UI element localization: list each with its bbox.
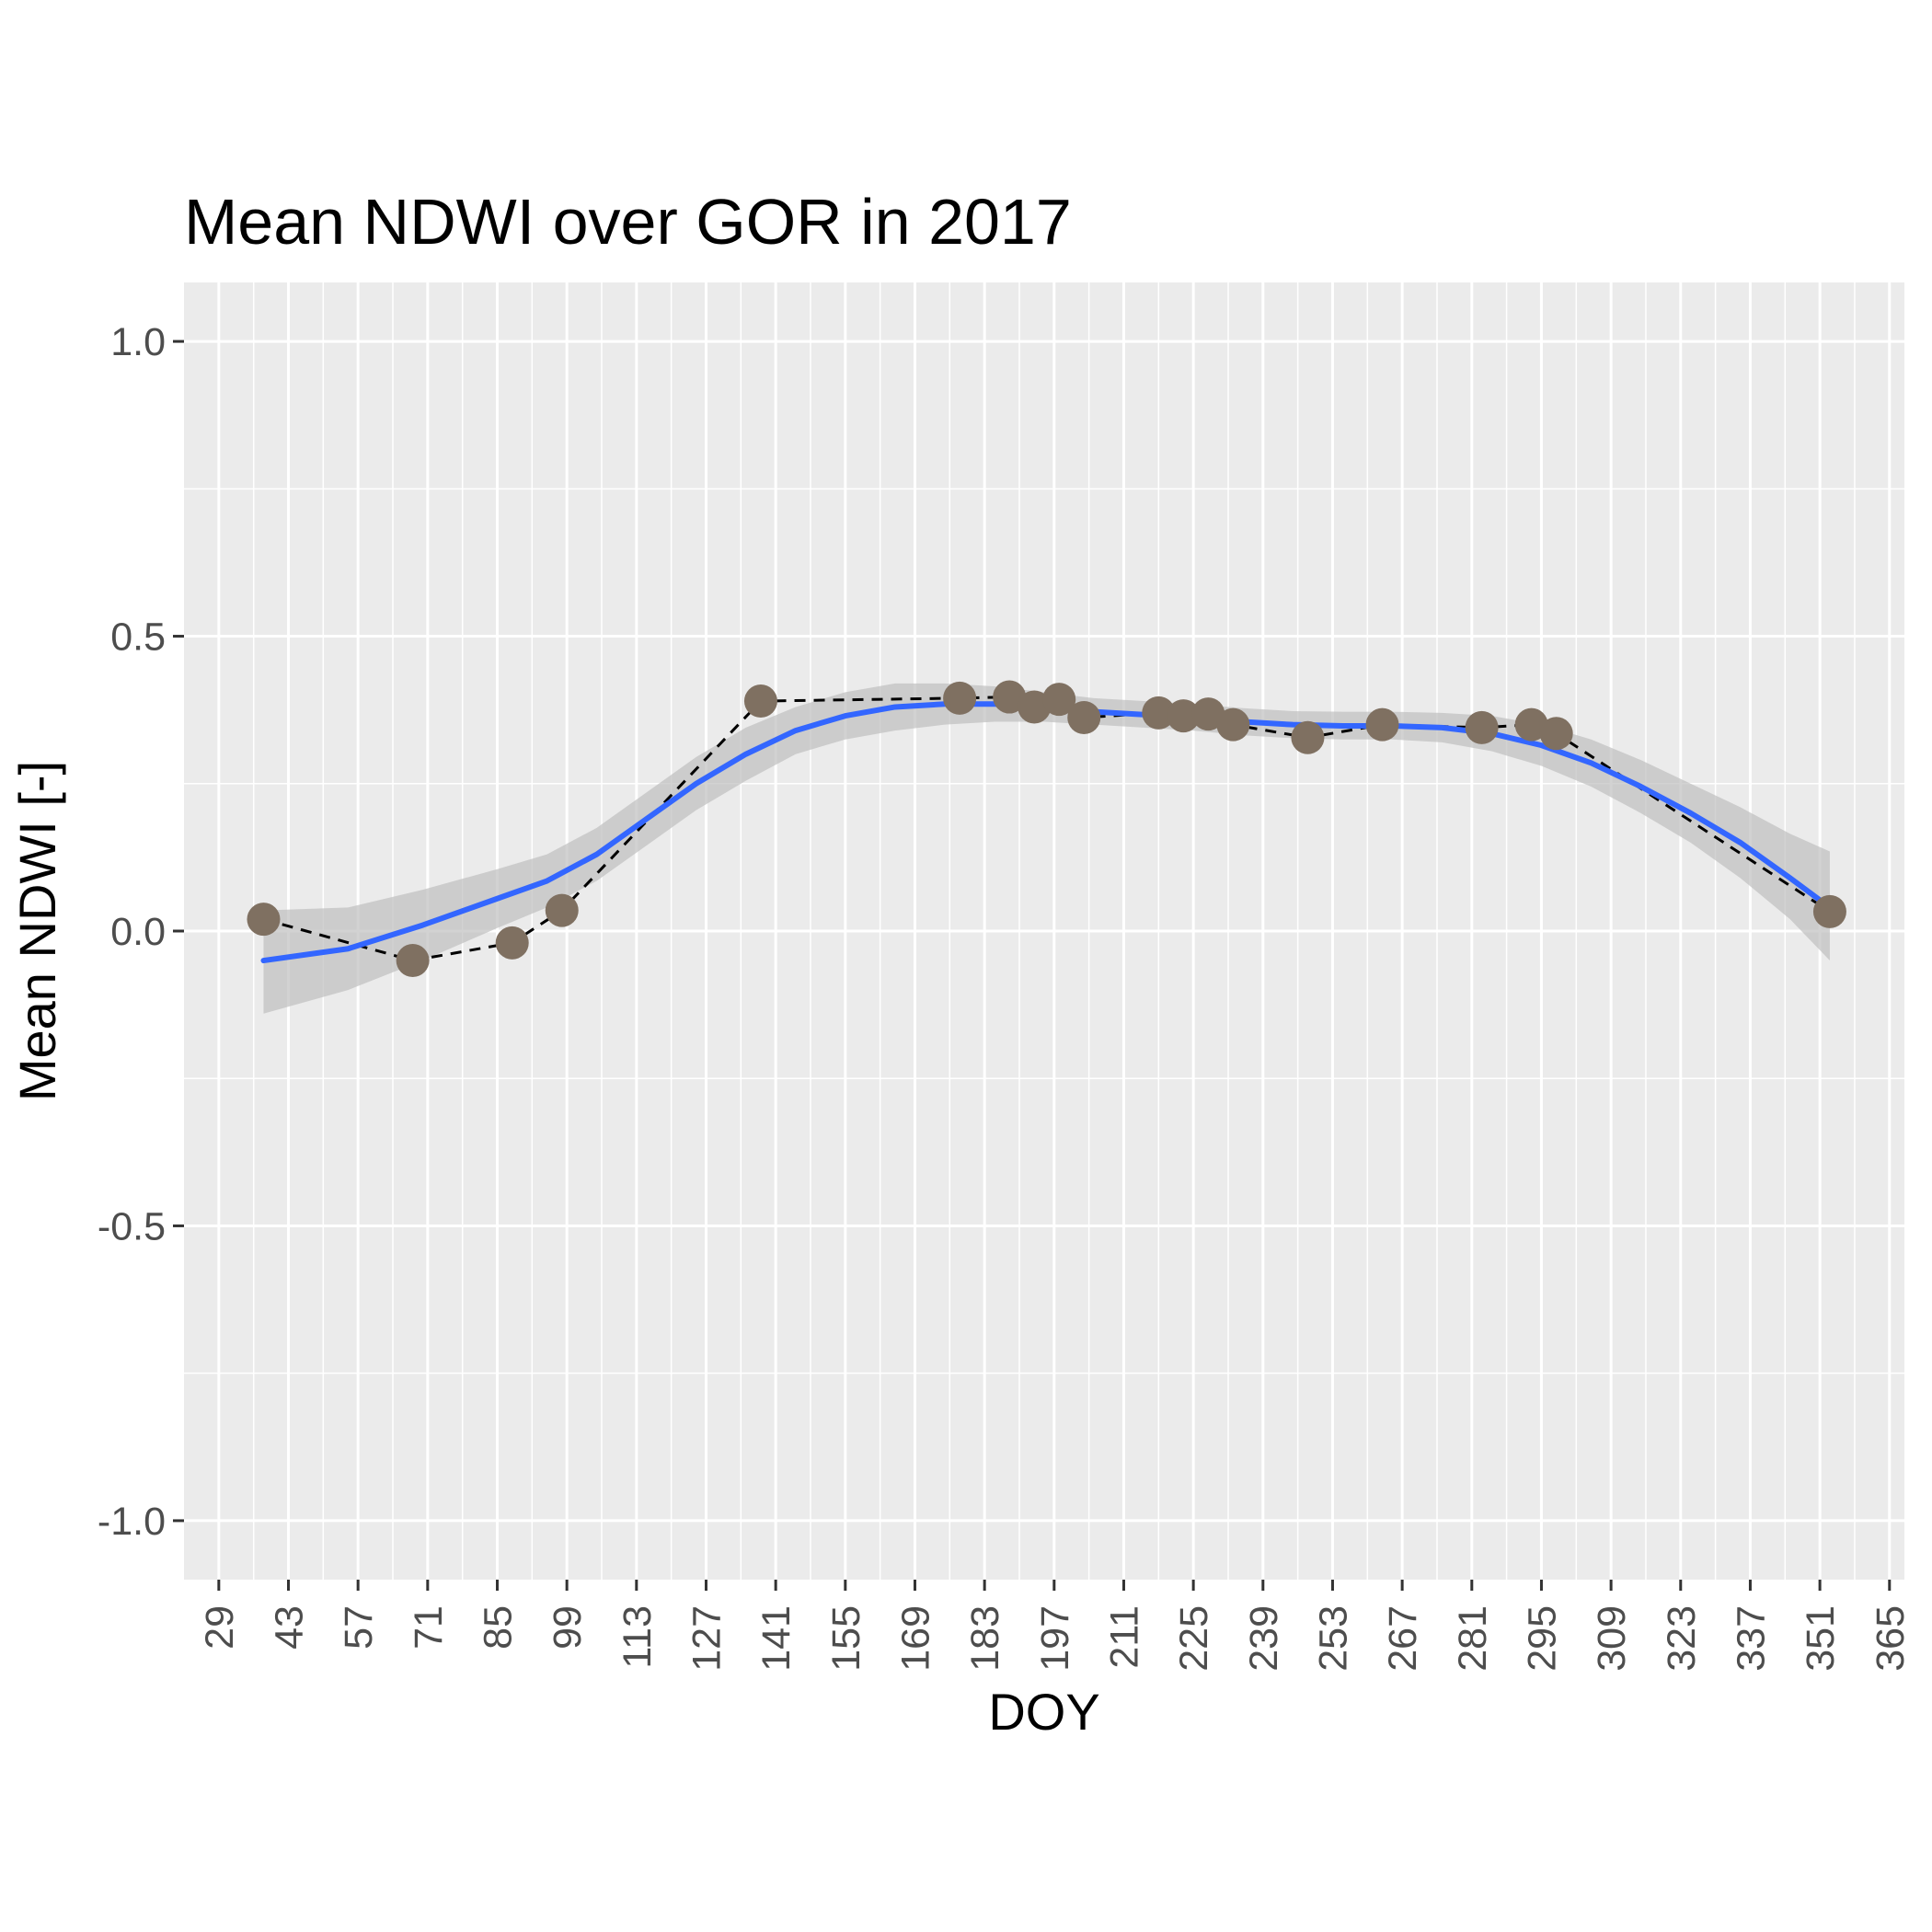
y-tick-label: -0.5 (98, 1204, 166, 1248)
data-point (1018, 690, 1052, 724)
x-tick-label: 43 (267, 1605, 311, 1650)
x-tick-label: 253 (1311, 1605, 1355, 1672)
data-point (1291, 720, 1325, 754)
x-tick-label: 197 (1033, 1605, 1077, 1672)
data-point (1365, 707, 1399, 742)
data-point (1067, 700, 1101, 734)
x-tick-label: 239 (1242, 1605, 1286, 1672)
x-tick-label: 169 (893, 1605, 937, 1672)
data-point (1514, 707, 1548, 742)
data-point (1142, 696, 1176, 730)
major-gridlines (184, 282, 1904, 1580)
x-tick-label: 351 (1799, 1605, 1843, 1672)
x-tick-label: 85 (476, 1605, 520, 1650)
confidence-ribbon (263, 683, 1830, 1014)
x-tick-label: 323 (1660, 1605, 1704, 1672)
chart-title: Mean NDWI over GOR in 2017 (184, 186, 1072, 258)
data-point (247, 903, 281, 937)
data-point (1167, 699, 1201, 733)
confidence-ribbon-area (263, 683, 1830, 1014)
x-tick-label: 99 (546, 1605, 590, 1650)
x-tick-label: 337 (1729, 1605, 1773, 1672)
x-tick-label: 57 (337, 1605, 381, 1650)
data-point (495, 926, 529, 960)
data-point (1812, 894, 1846, 928)
y-tick-label: 0.5 (110, 615, 166, 660)
x-tick-label: 309 (1590, 1605, 1634, 1672)
data-point (993, 680, 1027, 714)
data-point (1042, 683, 1076, 717)
x-axis: 29 43 57 71 85 99 113 127 141 155 169 183 197 211 225 2… (198, 1580, 1913, 1672)
y-axis-title: Mean NDWI [-] (8, 761, 66, 1101)
data-point (943, 681, 977, 715)
x-tick-label: 211 (1102, 1605, 1146, 1669)
y-tick-label: 1.0 (110, 320, 166, 364)
y-tick-label: 0.0 (110, 910, 166, 954)
x-tick-label: 127 (684, 1605, 729, 1672)
data-point (1216, 707, 1250, 742)
x-axis-title: DOY (988, 1683, 1099, 1741)
x-tick-label: 141 (754, 1605, 799, 1672)
x-tick-label: 365 (1869, 1605, 1913, 1672)
x-tick-label: 113 (615, 1605, 660, 1669)
y-tick-label: -1.0 (98, 1500, 166, 1544)
x-tick-label: 155 (824, 1605, 868, 1672)
data-point (1539, 717, 1573, 751)
x-tick-label: 281 (1451, 1605, 1495, 1672)
x-tick-label: 267 (1381, 1605, 1425, 1672)
data-point (545, 893, 579, 927)
data-point (743, 684, 777, 719)
x-tick-label: 295 (1520, 1605, 1564, 1672)
y-axis: 1.0 0.5 0.0 -0.5 -1.0 (98, 320, 184, 1544)
data-point (1191, 697, 1225, 731)
data-points (247, 680, 1846, 978)
data-point (396, 944, 430, 978)
data-point (1465, 710, 1499, 744)
x-tick-label: 29 (198, 1605, 242, 1650)
x-tick-label: 225 (1172, 1605, 1216, 1672)
x-tick-label: 183 (963, 1605, 1007, 1672)
x-tick-label: 71 (407, 1605, 451, 1650)
